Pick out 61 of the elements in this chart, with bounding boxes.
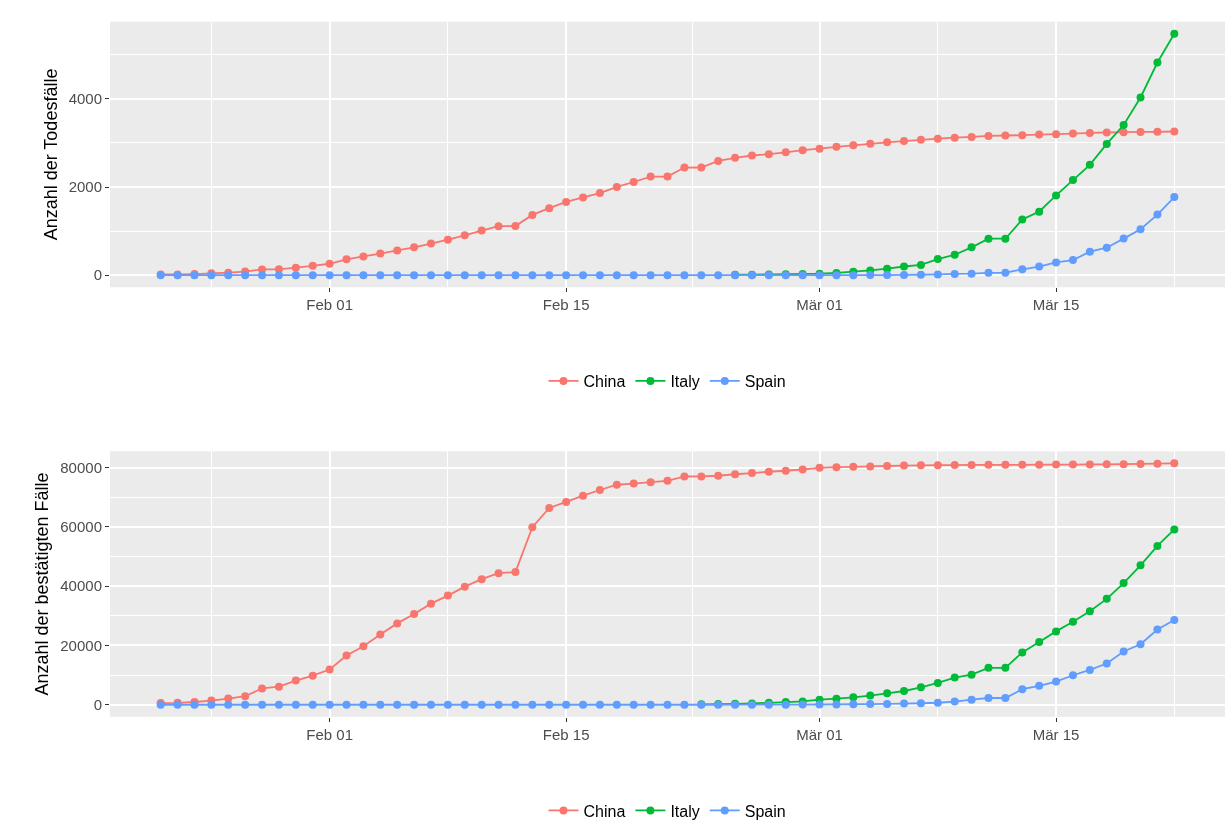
y-tick-label: 40000 xyxy=(60,577,102,595)
legend-label: Spain xyxy=(744,802,786,820)
point xyxy=(984,234,993,243)
point xyxy=(916,683,925,692)
point xyxy=(866,691,875,700)
y-axis-title: Anzahl der Todesfälle xyxy=(40,68,61,241)
x-tick-label: Mär 15 xyxy=(1032,725,1080,743)
point xyxy=(933,255,942,264)
point xyxy=(1068,617,1077,626)
point xyxy=(950,250,959,259)
point xyxy=(849,693,858,702)
y-tick-label: 0 xyxy=(93,266,102,284)
point xyxy=(916,260,925,269)
y-tick-label: 80000 xyxy=(60,458,102,476)
point xyxy=(1102,139,1111,148)
point xyxy=(967,670,976,679)
y-tick-label: 0 xyxy=(93,695,102,713)
point xyxy=(1018,215,1027,224)
y-axis-title: Anzahl der bestätigten Fälle xyxy=(32,472,53,696)
point xyxy=(1102,594,1111,603)
y-tick-label: 4000 xyxy=(68,90,102,108)
point xyxy=(1001,663,1010,672)
y-tick-label: 20000 xyxy=(60,636,102,654)
point xyxy=(950,673,959,682)
point xyxy=(1153,541,1162,550)
point xyxy=(1136,93,1145,102)
x-tick-label: Mär 01 xyxy=(796,725,843,743)
x-tick-label: Feb 15 xyxy=(542,725,590,743)
y-tick-label: 2000 xyxy=(68,178,102,196)
point xyxy=(900,262,909,271)
point xyxy=(1052,191,1061,200)
point xyxy=(1035,207,1044,216)
legend-label: Spain xyxy=(744,373,786,391)
point xyxy=(1170,29,1179,38)
point xyxy=(967,243,976,252)
point xyxy=(933,678,942,687)
point xyxy=(1085,607,1094,616)
point xyxy=(1085,160,1094,169)
x-tick-label: Feb 01 xyxy=(306,296,353,314)
legend-label: China xyxy=(583,802,626,820)
legend-label: China xyxy=(583,373,626,391)
x-tick-label: Feb 01 xyxy=(306,725,353,743)
y-tick-label: 60000 xyxy=(60,518,102,536)
point xyxy=(1153,58,1162,67)
legend-label: Italy xyxy=(670,373,700,391)
point xyxy=(1119,121,1128,130)
point xyxy=(1068,176,1077,185)
x-tick-label: Mär 15 xyxy=(1032,296,1080,314)
point xyxy=(984,663,993,672)
point xyxy=(1052,627,1061,636)
point xyxy=(900,687,909,695)
x-tick-label: Mär 01 xyxy=(796,296,843,314)
point xyxy=(1035,638,1044,647)
legend-label: Italy xyxy=(670,802,700,820)
point xyxy=(1018,648,1027,657)
point xyxy=(1170,525,1179,534)
x-tick-label: Feb 15 xyxy=(542,296,590,314)
point xyxy=(1001,234,1010,243)
point xyxy=(1119,579,1128,588)
point xyxy=(1136,561,1145,570)
point xyxy=(883,689,892,698)
